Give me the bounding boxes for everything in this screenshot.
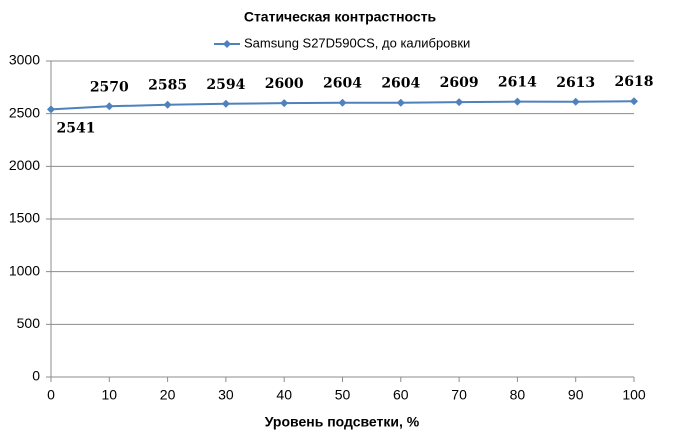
- x-tick-label: 10: [102, 387, 118, 403]
- y-tick-label: 1500: [9, 210, 40, 226]
- x-tick-label: 40: [276, 387, 292, 403]
- legend-label: Samsung S27D590CS, до калибровки: [244, 35, 470, 50]
- y-tick-label: 500: [17, 315, 41, 331]
- point: [571, 97, 580, 106]
- x-tick-label: 60: [393, 387, 409, 403]
- data-label: 2604: [381, 76, 420, 92]
- data-label: 2614: [498, 75, 537, 91]
- data-label: 2613: [556, 75, 595, 91]
- data-label: 2609: [440, 75, 479, 91]
- point: [163, 100, 172, 109]
- x-tick-label: 70: [451, 387, 467, 403]
- x-tick-label: 80: [510, 387, 526, 403]
- x-tick-label: 90: [568, 387, 584, 403]
- y-tick-label: 3000: [9, 52, 40, 68]
- data-label: 2585: [148, 78, 187, 94]
- point: [630, 97, 638, 106]
- data-label: 2541: [57, 120, 96, 136]
- data-label: 2570: [90, 79, 129, 95]
- chart-title: Статическая контрастность: [244, 9, 437, 25]
- data-label: 2600: [265, 76, 304, 92]
- y-tick-label: 1000: [9, 262, 40, 278]
- data-label: 2618: [615, 74, 654, 90]
- x-tick-label: 100: [622, 387, 646, 403]
- x-axis-label: Уровень подсветки, %: [265, 414, 420, 430]
- point: [396, 98, 405, 107]
- data-label: 2604: [323, 76, 362, 92]
- point: [280, 99, 289, 108]
- point: [47, 105, 55, 114]
- legend-marker: [223, 40, 231, 48]
- x-tick-label: 0: [47, 387, 55, 403]
- x-tick-label: 30: [218, 387, 234, 403]
- x-tick-label: 50: [335, 387, 351, 403]
- point: [105, 102, 114, 111]
- point: [221, 99, 230, 108]
- y-tick-label: 2000: [9, 157, 40, 173]
- point: [513, 97, 522, 106]
- y-tick-label: 0: [32, 368, 40, 384]
- point: [455, 98, 464, 107]
- y-tick-label: 2500: [9, 104, 40, 120]
- point: [338, 98, 347, 107]
- x-tick-label: 20: [160, 387, 176, 403]
- data-label: 2594: [206, 77, 245, 93]
